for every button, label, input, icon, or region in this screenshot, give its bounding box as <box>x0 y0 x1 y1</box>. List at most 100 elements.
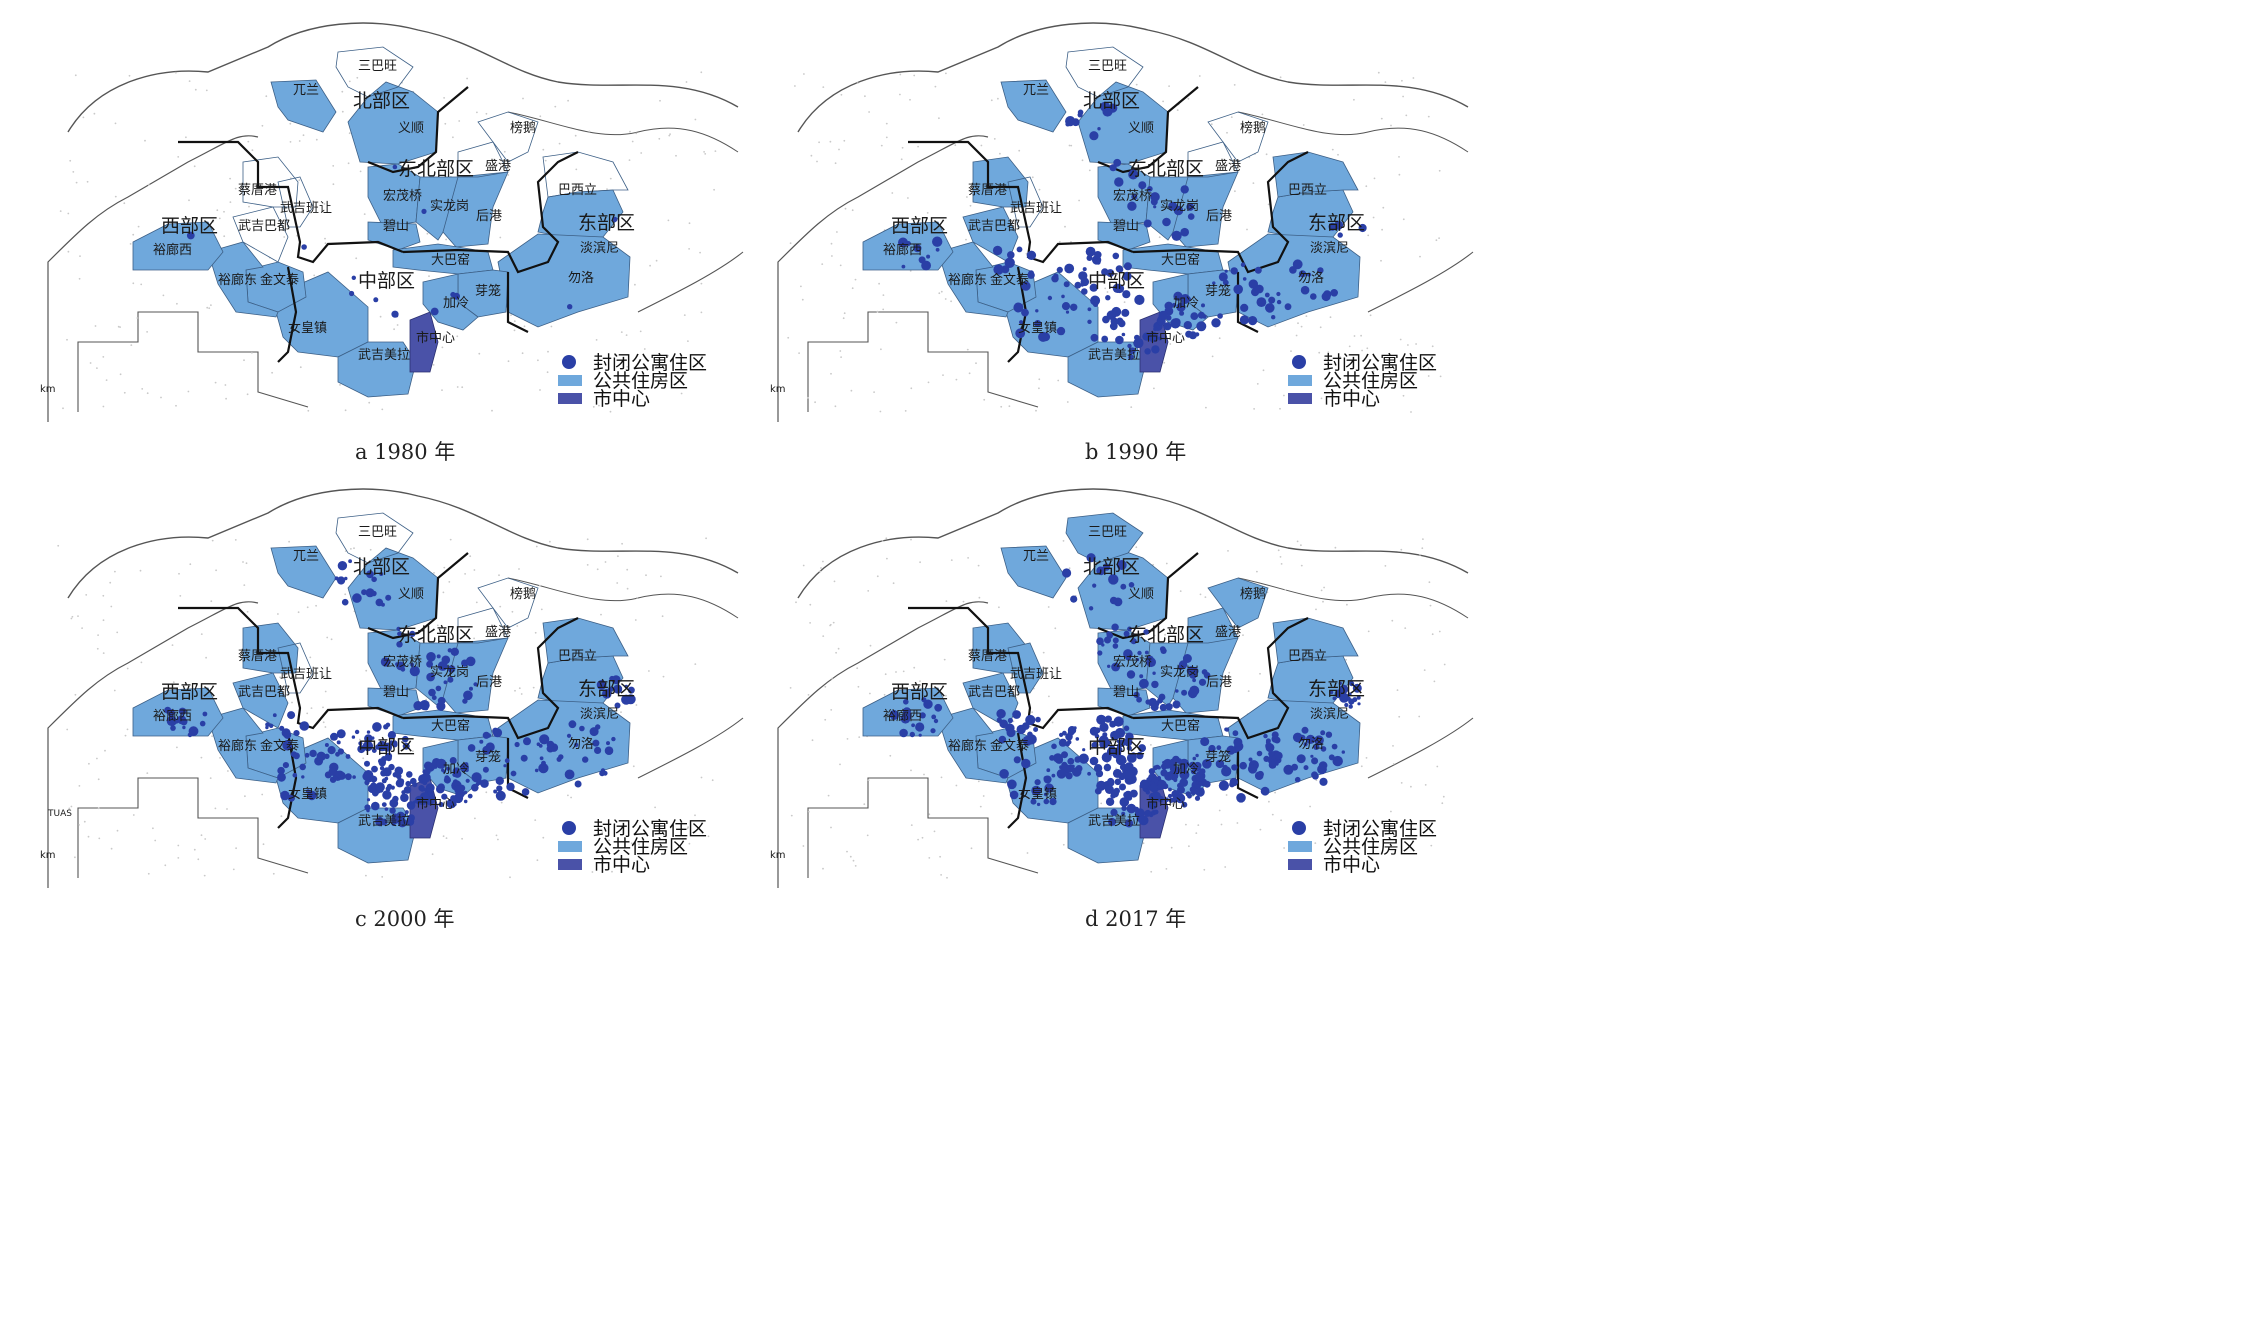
condo-dot <box>1089 283 1098 292</box>
condo-dot <box>1061 761 1068 768</box>
condo-dot <box>1061 302 1071 311</box>
condo-dot <box>1200 787 1204 792</box>
condo-dot <box>1260 786 1270 796</box>
condo-dot <box>1159 646 1166 652</box>
condo-dot <box>1189 685 1200 696</box>
condo-dot <box>1183 321 1192 330</box>
condo-dot <box>1198 678 1207 686</box>
town-label-bukitmerah: 武吉美拉 <box>358 814 410 829</box>
condo-dot <box>482 766 489 773</box>
town-label-bukitbatok: 武吉巴都 <box>968 685 1020 700</box>
tuas-label: TUAS <box>47 809 72 819</box>
condo-dot <box>1082 748 1086 752</box>
town-jurongeast <box>207 241 279 318</box>
condo-dot <box>889 710 898 719</box>
condo-dot <box>426 660 433 668</box>
condo-dot <box>304 752 310 758</box>
condo-dot <box>362 740 374 752</box>
condo-dot <box>574 780 582 788</box>
town-label-citycenter: 市中心 <box>416 796 455 812</box>
condo-dot <box>520 754 528 762</box>
town-label-hougang: 后港 <box>1206 675 1232 690</box>
condo-dot <box>1026 250 1037 260</box>
condo-dot <box>1307 272 1311 277</box>
condo-dot <box>627 686 635 694</box>
condo-dot <box>1128 347 1136 355</box>
condo-dot <box>375 782 385 792</box>
condo-dot <box>1296 754 1306 764</box>
condo-dot <box>1022 722 1030 730</box>
condo-dot <box>1036 802 1041 807</box>
town-label-pasirris: 巴西立 <box>558 649 597 664</box>
condo-dot <box>316 751 326 761</box>
town-label-choachukang: 蔡厝港 <box>238 183 277 198</box>
region-label-west: 西部区 <box>161 215 218 237</box>
town-pasirris <box>542 617 629 664</box>
town-label-sembawang: 三巴旺 <box>1088 59 1127 74</box>
town-bukitpanjang <box>277 642 314 694</box>
town-label-serangoon: 实龙岗 <box>1160 199 1199 214</box>
condo-dot <box>397 818 407 828</box>
map-panel-d: 兀兰 三巴旺 义顺 榜鹅 盛港 宏茂桥 实龙岗 后港 碧山 巴西立 淡滨尼 勿洛 大巴窑 加冷 芽笼 女皇镇武… <box>768 478 1478 896</box>
condo-dot <box>1116 739 1121 743</box>
condo-dot <box>1254 266 1262 274</box>
town-choachukang <box>242 622 299 674</box>
condo-dot <box>426 797 434 806</box>
condo-dot <box>421 772 431 783</box>
condo-dot <box>1080 283 1084 287</box>
scale-label: km <box>40 384 56 395</box>
condo-dot <box>536 742 541 746</box>
town-bukitpanjang <box>1007 176 1044 228</box>
condo-dot <box>1053 753 1063 763</box>
condo-dot <box>1123 770 1134 780</box>
condo-dot <box>1330 289 1338 297</box>
condo-dot <box>1230 267 1238 275</box>
condo-dot <box>514 741 520 748</box>
condo-dot <box>387 731 396 740</box>
region-label-east: 东部区 <box>578 212 635 234</box>
condo-dot <box>1123 725 1130 732</box>
condo-dot <box>1300 285 1310 295</box>
condo-dot <box>1028 720 1033 725</box>
condo-dot <box>1056 769 1067 779</box>
condo-dot <box>1310 293 1317 300</box>
condo-dot <box>1049 798 1057 806</box>
condo-dot <box>1106 310 1117 321</box>
condo-dot <box>1181 801 1188 808</box>
condo-dot <box>1059 732 1064 737</box>
condo-dot <box>1021 308 1029 317</box>
condo-dot <box>1164 797 1169 803</box>
condo-dot <box>1105 797 1115 806</box>
condo-dot <box>1107 664 1111 668</box>
condo-dot <box>1149 783 1160 793</box>
condo-dot <box>1167 793 1173 799</box>
condo-dot <box>438 801 444 808</box>
condo-dot <box>1027 271 1035 279</box>
condo-dot <box>409 630 416 637</box>
condo-dot <box>371 748 377 753</box>
legend-gated-condo: 封闭公寓住区 <box>1323 352 1437 374</box>
town-label-jurongwest: 裕廊西 <box>883 242 922 258</box>
gated-condo-dots <box>186 164 618 318</box>
condo-dot <box>1136 696 1142 703</box>
condo-dot <box>1134 294 1145 305</box>
town-sengkang <box>457 607 509 644</box>
condo-dot <box>1139 674 1144 679</box>
condo-dot <box>1049 755 1055 761</box>
condo-dot <box>1031 785 1042 796</box>
town-label-kallang: 加冷 <box>1173 296 1199 311</box>
condo-dot <box>1321 292 1331 302</box>
town-bukitbatok <box>962 206 1019 263</box>
condo-dot <box>503 764 507 768</box>
condo-dot <box>1303 765 1309 771</box>
condo-dot <box>921 260 931 271</box>
town-label-tampines: 淡滨尼 <box>580 240 619 256</box>
gated-condo-dots <box>889 553 1362 828</box>
condo-dot <box>1200 737 1210 747</box>
condo-dot <box>358 741 363 746</box>
condo-dot <box>1096 566 1105 575</box>
